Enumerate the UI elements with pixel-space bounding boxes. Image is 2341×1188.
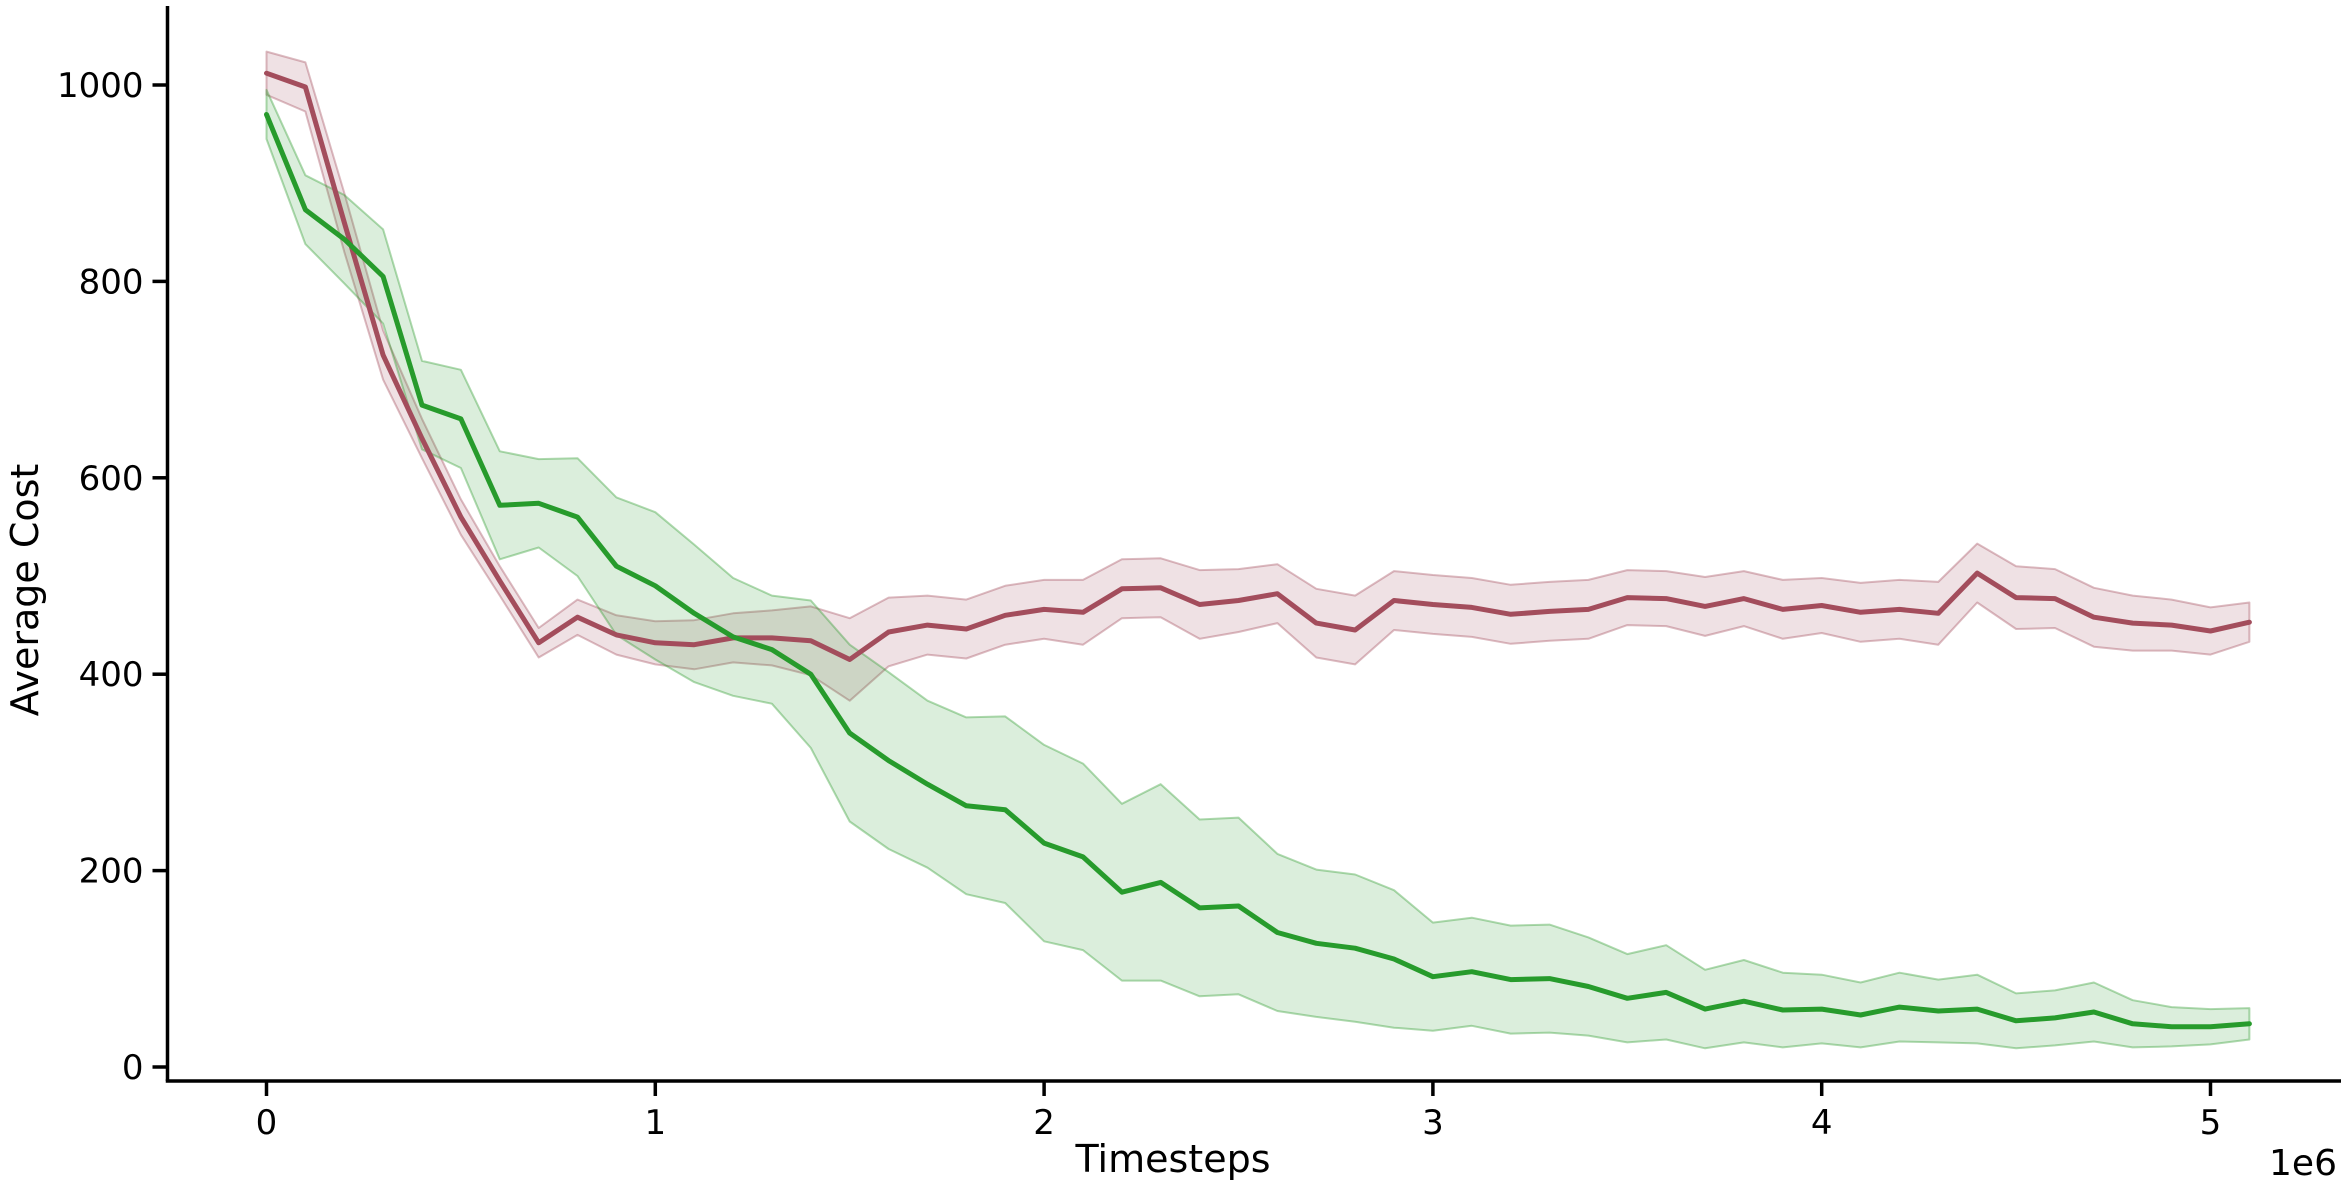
x-tick-label: 4 [1811, 1103, 1833, 1143]
green_series-confidence-band [265, 88, 2251, 1050]
y-tick-label: 200 [79, 852, 144, 892]
x-tick-label: 3 [1422, 1103, 1444, 1143]
axes [165, 6, 2341, 1083]
red_series-mean-line [264, 70, 2252, 662]
y-tick-label: 600 [79, 459, 144, 499]
confidence-bands [265, 50, 2251, 1050]
x-tick-label: 5 [2200, 1103, 2222, 1143]
mean-lines [264, 70, 2252, 1030]
tick-marks [152, 83, 2213, 1096]
x-axis-label: Timesteps [1075, 1137, 1271, 1181]
x-tick-label: 0 [256, 1103, 278, 1143]
x-axis-offset-label: 1e6 [2269, 1143, 2337, 1184]
x-tick-label: 1 [644, 1103, 666, 1143]
y-tick-label: 800 [79, 262, 144, 302]
red_series-confidence-band [265, 50, 2251, 702]
x-tick-label: 2 [1033, 1103, 1055, 1143]
y-tick-label: 0 [122, 1048, 144, 1088]
y-axis-label: Average Cost [3, 464, 47, 717]
y-tick-label: 1000 [57, 66, 144, 106]
green_series-mean-line [264, 112, 2252, 1030]
tick-labels: 0 1 2 3 4 5 0 200 400 600 800 1000 [57, 66, 2221, 1143]
y-tick-label: 400 [79, 655, 144, 695]
